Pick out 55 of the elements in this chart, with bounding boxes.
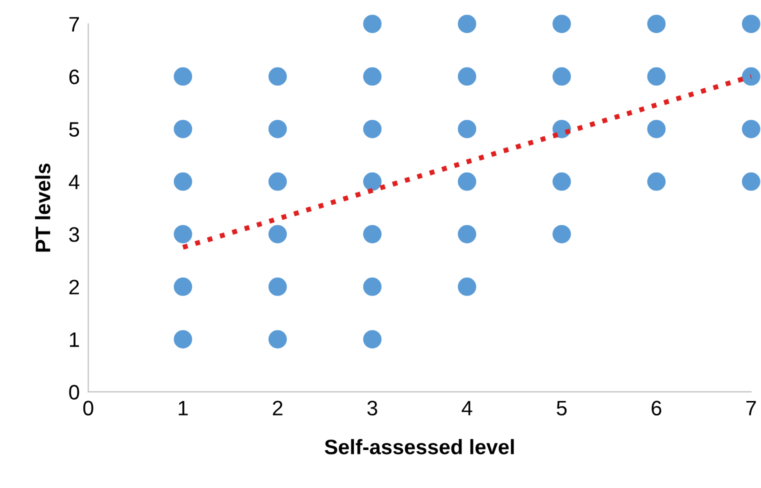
x-tick-label: 4	[462, 400, 472, 416]
y-axis-title: PT levels	[35, 164, 50, 252]
x-tick-label: 5	[556, 400, 567, 416]
point	[268, 278, 287, 296]
point	[742, 14, 760, 34]
point	[174, 330, 192, 348]
x-axis-title: Self-assessed level	[324, 439, 514, 454]
point	[552, 67, 571, 86]
point	[363, 330, 382, 348]
point	[742, 172, 760, 191]
point	[174, 278, 192, 296]
y-tick-label: 2	[69, 280, 79, 294]
x-tick-label: 6	[652, 400, 662, 416]
point	[363, 14, 382, 34]
point	[458, 172, 476, 191]
point	[552, 224, 571, 244]
y-tick-label: 7	[69, 17, 79, 32]
point	[458, 278, 476, 296]
point	[458, 14, 476, 34]
point	[268, 172, 287, 191]
point	[647, 14, 666, 34]
point	[363, 120, 382, 138]
point	[458, 67, 476, 86]
x-tick-label: 3	[367, 400, 378, 416]
point	[363, 278, 382, 296]
x-tick-label: 1	[178, 400, 188, 416]
y-tick-label: 5	[69, 122, 80, 137]
point	[647, 172, 666, 191]
point	[552, 172, 571, 191]
y-tick-label: 0	[69, 384, 80, 400]
point	[458, 224, 476, 244]
point	[363, 224, 382, 244]
point	[174, 67, 192, 86]
point	[742, 120, 760, 138]
point	[363, 172, 382, 191]
x-tick-label: 2	[272, 400, 282, 416]
point	[174, 172, 192, 191]
point	[174, 120, 192, 138]
point	[552, 14, 571, 34]
point	[268, 120, 287, 138]
point	[268, 67, 287, 86]
point	[268, 330, 287, 348]
y-tick-label: 6	[69, 69, 80, 84]
x-tick-label: 0	[83, 400, 94, 416]
y-tick-label: 4	[68, 174, 80, 190]
point	[647, 67, 666, 86]
y-tick-label: 3	[69, 227, 80, 242]
point	[363, 67, 382, 86]
x-tick-label: 7	[746, 400, 756, 416]
y-tick-label: 1	[70, 332, 79, 347]
point	[742, 67, 760, 86]
point	[647, 120, 666, 138]
point	[458, 120, 476, 138]
point	[268, 224, 287, 244]
point	[174, 224, 192, 244]
